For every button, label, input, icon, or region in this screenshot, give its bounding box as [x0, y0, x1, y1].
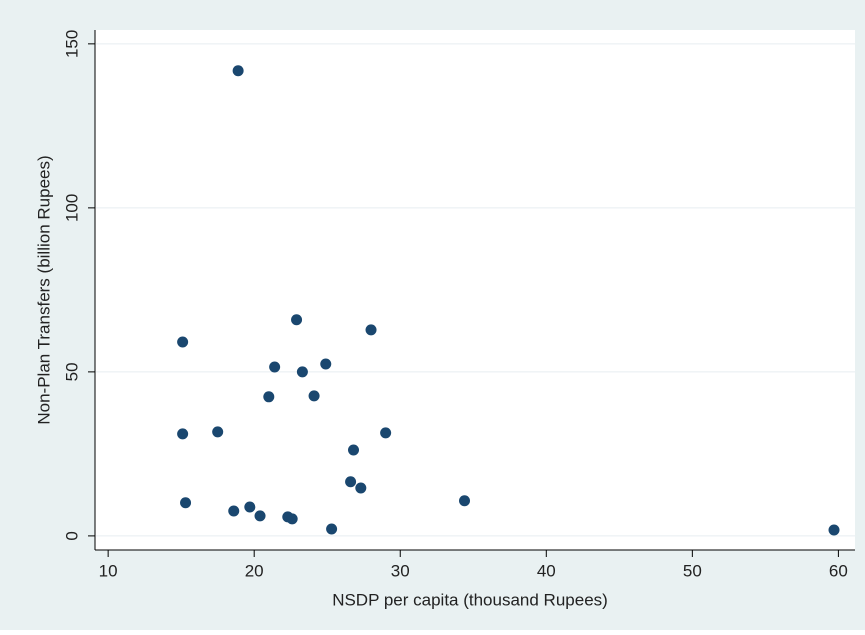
x-tick-label: 20 — [245, 561, 264, 580]
x-tick-label: 60 — [829, 561, 848, 580]
x-tick-label: 10 — [99, 561, 118, 580]
point — [380, 427, 392, 439]
x-tick-label: 40 — [537, 561, 556, 580]
x-tick-label: 50 — [683, 561, 702, 580]
point — [355, 482, 367, 494]
y-axis-label: Non-Plan Transfers (billion Rupees) — [34, 155, 53, 424]
point — [232, 65, 244, 77]
y-tick-label: 150 — [62, 30, 81, 58]
point — [365, 324, 377, 336]
point — [254, 510, 266, 522]
point — [308, 390, 320, 402]
point — [828, 524, 840, 536]
y-tick-label: 100 — [62, 194, 81, 222]
point — [320, 358, 332, 370]
plot-area — [95, 30, 855, 550]
x-tick-label: 30 — [391, 561, 410, 580]
point — [177, 336, 189, 348]
point — [286, 513, 298, 525]
point — [180, 497, 192, 509]
point — [212, 426, 224, 438]
point — [326, 523, 338, 535]
point — [177, 428, 189, 440]
point — [228, 505, 240, 517]
point — [244, 501, 256, 513]
point — [296, 366, 308, 378]
y-tick-label: 0 — [62, 531, 81, 540]
point — [459, 495, 471, 507]
y-tick-label: 50 — [62, 362, 81, 381]
x-axis-label: NSDP per capita (thousand Rupees) — [332, 590, 608, 609]
point — [291, 314, 303, 326]
point — [269, 361, 281, 373]
point — [345, 476, 357, 488]
point — [348, 444, 360, 456]
point — [263, 391, 275, 403]
